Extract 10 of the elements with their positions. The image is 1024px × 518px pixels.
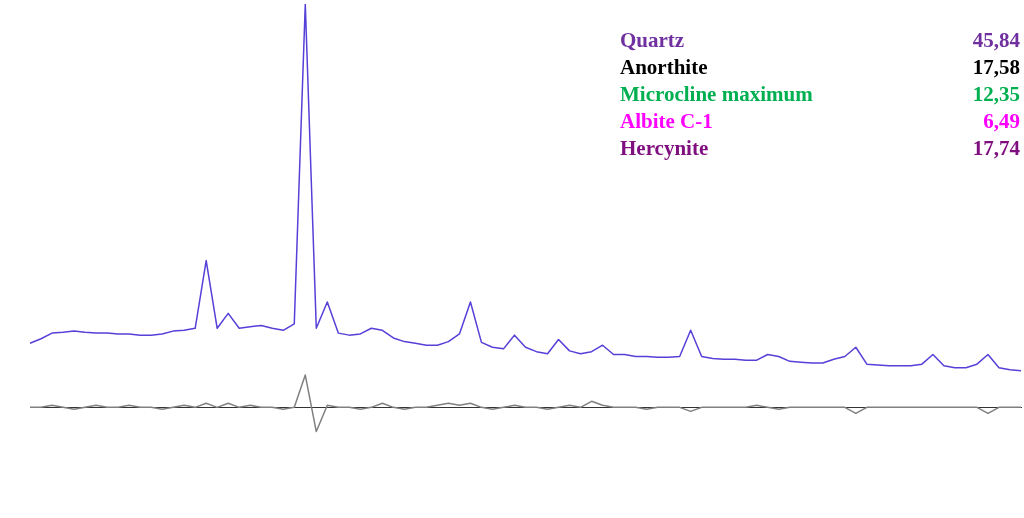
annotation: Anorthite xyxy=(620,55,709,80)
annotation: Hercynite xyxy=(620,136,710,161)
annotation: 17,74 xyxy=(971,136,1020,161)
annotation: 45,84 xyxy=(971,28,1020,53)
annotation: 6,49 xyxy=(982,109,1020,134)
annotation: 12,35 xyxy=(971,82,1020,107)
annotation: Quartz xyxy=(620,28,686,53)
annotation: 17,58 xyxy=(971,55,1020,80)
annotation: Microcline maximum xyxy=(620,82,814,107)
annotation: Albite C-1 xyxy=(620,109,714,134)
